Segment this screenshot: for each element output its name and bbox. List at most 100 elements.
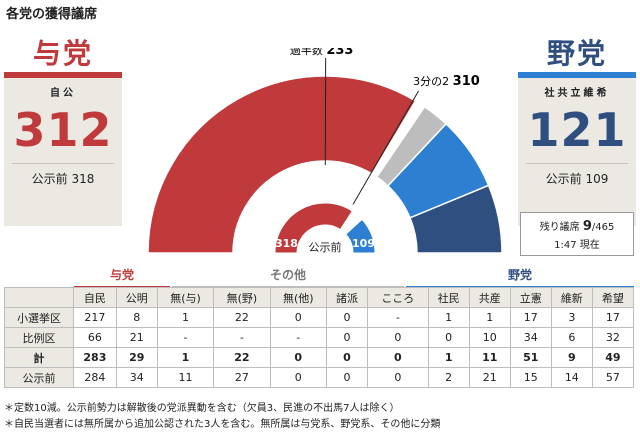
col-kibo: 希望 (591, 287, 635, 308)
table-cell: 9 (550, 347, 593, 368)
remaining-label: 残り議席 (539, 222, 580, 233)
opposition-panel: 野党 社共立維希 121 公示前 109 (518, 36, 636, 226)
table-cell: 0 (269, 307, 327, 328)
remaining-total: /465 (591, 222, 615, 233)
table-cell: - (269, 327, 327, 348)
table-cell: 1 (156, 347, 215, 368)
table-cell: 17 (509, 307, 552, 328)
ruling-divider (12, 163, 114, 164)
table-cell: 49 (591, 347, 635, 368)
col-komeito: 公明 (115, 287, 158, 308)
table-cell: 0 (427, 327, 470, 348)
table-cell: 34 (115, 367, 158, 388)
table-cell: 11 (468, 347, 511, 368)
table-cell: 17 (591, 307, 635, 328)
table-cell: 11 (156, 367, 215, 388)
col-minor: 諸派 (325, 287, 368, 308)
table-cell: 0 (269, 347, 327, 368)
ruling-seats: 312 (13, 103, 113, 157)
row-label: 小選挙区 (4, 307, 74, 328)
table-row-total: 計 283 29 1 22 0 0 0 1 11 51 9 49 (4, 347, 635, 368)
table-cell: 0 (325, 347, 368, 368)
ruling-box: 自公 312 公示前 318 (4, 78, 122, 226)
table-cell: 2 (427, 367, 470, 388)
opposition-name: 野党 (546, 37, 607, 70)
remaining-value: 9 (582, 219, 592, 234)
group-ruling: 与党 (74, 266, 170, 289)
table-cell: 57 (591, 367, 635, 388)
inner-gauge-caption: 公示前 (309, 240, 342, 254)
ruling-parties: 自公 (50, 88, 76, 99)
table-cell: 0 (325, 367, 368, 388)
remaining-box: 残り議席 9/465 1:47 現在 (520, 212, 634, 256)
table-cell: 15 (509, 367, 552, 388)
col-ind-other: 無(他) (269, 287, 327, 308)
opposition-seats: 121 (527, 103, 627, 157)
table-cell: 21 (468, 367, 511, 388)
table-cell: 27 (213, 367, 271, 388)
table-cell: 8 (115, 307, 158, 328)
table-cell: - (213, 327, 271, 348)
table-cell: 0 (325, 327, 368, 348)
opposition-pre-value: 109 (585, 172, 609, 186)
table-cell: 1 (427, 347, 470, 368)
col-ind-ruling: 無(与) (156, 287, 215, 308)
ruling-panel: 与党 自公 312 公示前 318 (4, 36, 122, 226)
table-cell: 0 (366, 367, 429, 388)
table-cell: - (156, 327, 215, 348)
seat-gauge: 318 109 公示前 過半数 233 3分の2 310 (147, 48, 503, 254)
table-cell: 1 (468, 307, 511, 328)
opposition-parties: 社共立維希 (544, 88, 610, 99)
table-cell: 6 (550, 327, 593, 348)
col-ind-opp: 無(野) (213, 287, 271, 308)
gauge-segment (409, 184, 503, 254)
ruling-name: 与党 (32, 37, 93, 70)
page-title: 各党の獲得議席 (6, 7, 98, 22)
inner-ruling-label: 318 (275, 237, 298, 250)
table-cell: 29 (115, 347, 158, 368)
opposition-divider (526, 163, 628, 164)
inner-gauge-segment (274, 202, 353, 254)
two-thirds-value: 310 (453, 74, 480, 89)
table-cell: 66 (73, 327, 117, 348)
two-thirds-line (352, 90, 419, 205)
opposition-box: 社共立維希 121 公示前 109 (518, 78, 636, 226)
ruling-pre-label: 公示前 (31, 172, 68, 186)
table-row: 比例区 66 21 - - - 0 0 0 10 34 6 32 (4, 327, 635, 348)
col-ldp: 自民 (73, 287, 117, 308)
results-table: 自民 公明 無(与) 無(野) 無(他) 諸派 こころ 社民 共産 立憲 維新 … (4, 287, 635, 388)
table-cell: 284 (73, 367, 117, 388)
majority-value: 233 (326, 48, 353, 58)
inner-opposition-label: 109 (352, 237, 375, 250)
opposition-pre: 公示前 109 (518, 170, 636, 187)
table-cell: - (366, 307, 429, 328)
table-cell: 22 (213, 307, 271, 328)
table-cell: 0 (366, 327, 429, 348)
col-kokoro: こころ (366, 287, 429, 308)
table-row: 公示前 284 34 11 27 0 0 0 2 21 15 14 57 (4, 367, 635, 388)
table-cell: 1 (427, 307, 470, 328)
table-cell: 0 (269, 367, 327, 388)
table-cell: 34 (509, 327, 552, 348)
group-other: その他 (172, 266, 404, 289)
ruling-bar (4, 72, 122, 78)
table-cell: 21 (115, 327, 158, 348)
table-cell: 10 (468, 327, 511, 348)
table-cell: 217 (73, 307, 117, 328)
gauge-segment (147, 75, 417, 254)
two-thirds-label: 3分の2 310 (413, 74, 480, 89)
note-2: ＊自民当選者には無所属から追加公認された3人を含む。無所属は与党系、野党系、その… (4, 419, 441, 430)
opposition-pre-label: 公示前 (545, 172, 582, 186)
group-opposition-label: 野党 (507, 268, 532, 282)
col-cdp: 立憲 (509, 287, 552, 308)
table-cell: 1 (156, 307, 215, 328)
table-cell: 51 (509, 347, 552, 368)
row-label: 公示前 (4, 367, 74, 388)
remaining-line: 残り議席 9/465 (521, 213, 633, 234)
ruling-pre: 公示前 318 (4, 170, 122, 187)
table-cell: 22 (213, 347, 271, 368)
opposition-bar (518, 72, 636, 78)
group-other-label: その他 (269, 268, 306, 282)
group-ruling-label: 与党 (109, 268, 134, 282)
table-cell: 0 (366, 347, 429, 368)
